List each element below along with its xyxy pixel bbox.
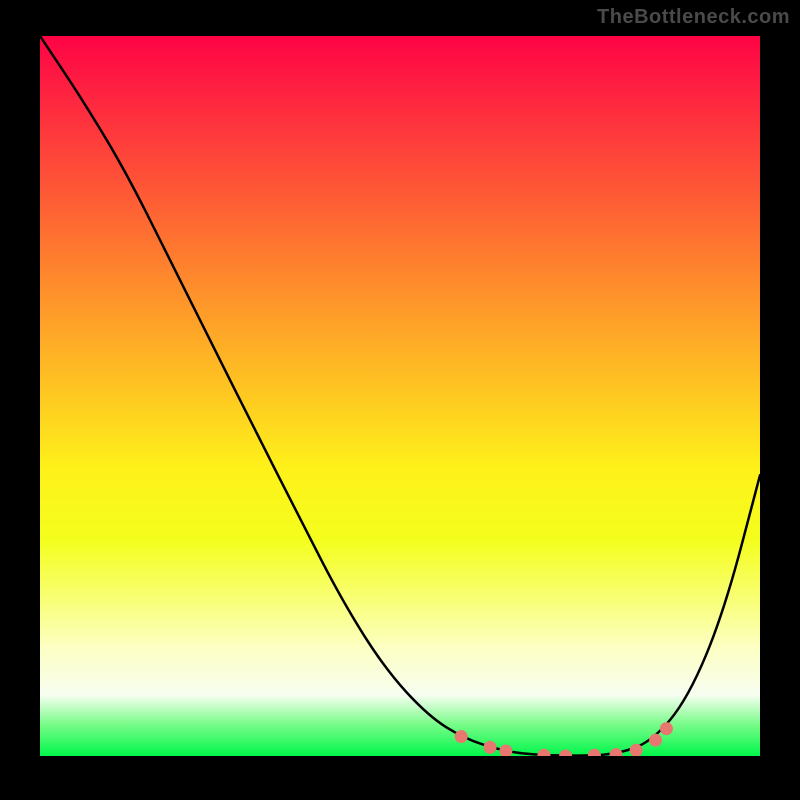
optimal-marker (660, 722, 673, 735)
chart-svg (40, 36, 760, 756)
gradient-background (40, 36, 760, 756)
optimal-marker (649, 734, 662, 747)
optimal-marker (484, 741, 497, 754)
plot-area (40, 36, 760, 756)
chart-frame: TheBottleneck.com (0, 0, 800, 800)
watermark-text: TheBottleneck.com (597, 6, 790, 29)
optimal-marker (455, 730, 468, 743)
